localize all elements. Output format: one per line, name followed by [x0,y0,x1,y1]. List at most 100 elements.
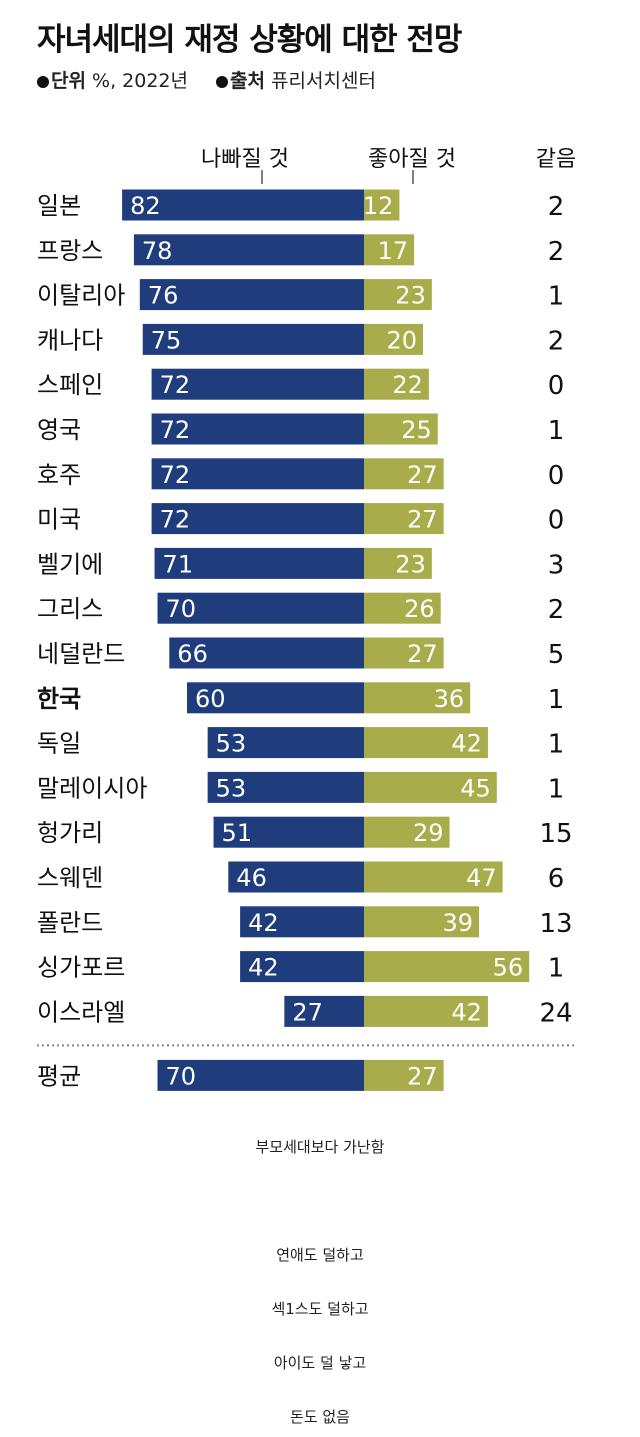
category-label-10: 네덜란드 [37,640,125,668]
category-label-0: 일본 [37,192,81,220]
bar-better-11 [364,682,471,714]
category-label-1: 프랑스 [37,237,103,265]
category-label-8: 벨기에 [37,550,103,578]
value-same-10: 5 [548,640,565,670]
header-better: 좋아질 것 [368,147,456,172]
value-worse-14: 51 [222,819,253,847]
category-label-11: 한국 [37,685,81,713]
value-same-9: 2 [548,595,565,625]
value-better-17: 56 [493,954,524,982]
value-same-0: 2 [548,192,565,222]
category-label-13: 말레이시아 [37,774,147,802]
bar-worse-18 [284,995,364,1027]
value-better-15: 47 [466,864,497,892]
value-better-2: 23 [395,282,426,310]
category-label-12: 독일 [37,730,81,758]
bar-better-4 [364,368,429,400]
unit-info: 단위 %, 2022년 [37,70,194,92]
category-label-16: 폴란드 [37,909,103,937]
bar-worse-3 [142,323,364,355]
bar-worse-17 [240,951,364,983]
value-same-5: 1 [548,416,565,446]
value-worse-average: 70 [166,1062,197,1090]
bar-worse-9 [157,592,364,624]
bar-worse-16 [240,906,364,938]
value-worse-10: 66 [177,640,208,668]
source-info: 출처 퓨리서치센터 [216,70,376,92]
unit-label: 단위 [51,70,86,92]
bar-better-12 [364,727,488,759]
bar-better-1 [364,234,415,266]
footer-line-4: 아이도 덜 낳고 [273,1354,367,1372]
value-better-14: 29 [413,819,444,847]
category-label-2: 이탈리아 [37,282,125,310]
bar-worse-4 [151,368,364,400]
category-label-7: 미국 [37,506,81,534]
value-same-1: 2 [548,237,565,267]
value-same-3: 2 [548,326,565,356]
category-label-3: 캐나다 [37,326,103,354]
bar-worse-10 [169,637,364,669]
value-worse-17: 42 [248,954,279,982]
value-better-average: 27 [407,1062,438,1090]
value-same-13: 1 [548,774,565,804]
chart-title: 자녀세대의 재정 상황에 대한 전망 [37,22,462,58]
value-same-16: 13 [539,909,572,939]
value-worse-3: 75 [151,326,182,354]
value-better-16: 39 [443,909,474,937]
value-same-18: 24 [539,998,572,1028]
value-worse-7: 72 [160,506,191,534]
category-label-17: 싱가포르 [37,954,125,982]
value-same-17: 1 [548,954,565,984]
category-label-5: 영국 [37,416,81,444]
value-better-7: 27 [407,506,438,534]
value-same-7: 0 [548,506,565,536]
bar-worse-0 [122,189,364,221]
value-worse-18: 27 [292,998,323,1026]
bar-worse-average [157,1059,364,1091]
bar-better-17 [364,951,530,983]
bar-better-3 [364,323,423,355]
bar-better-16 [364,906,480,938]
unit-value: %, 2022년 [92,70,188,92]
bar-better-10 [364,637,444,669]
value-same-4: 0 [548,371,565,401]
value-better-1: 17 [378,237,409,265]
value-worse-16: 42 [248,909,279,937]
category-label-6: 호주 [37,461,81,489]
category-label-average: 평균 [37,1062,81,1090]
value-better-18: 42 [451,998,482,1026]
footer-line-1: 부모세대보다 가난함 [255,1138,385,1156]
value-better-0: 12 [363,192,394,220]
header-worse: 나빠질 것 [201,147,289,172]
category-label-4: 스페인 [37,371,103,399]
value-better-13: 45 [460,774,491,802]
bar-better-15 [364,861,503,893]
bar-better-5 [364,413,438,445]
category-label-18: 이스라엘 [37,998,125,1026]
value-same-15: 6 [548,864,565,894]
bar-worse-12 [207,727,364,759]
value-worse-5: 72 [160,416,191,444]
bar-better-7 [364,503,444,535]
bar-better-9 [364,592,441,624]
footer-line-2: 연애도 덜하고 [276,1246,364,1264]
bar-better-6 [364,458,444,490]
value-better-3: 20 [386,326,417,354]
bar-worse-6 [151,458,364,490]
chart-meta: 단위 %, 2022년 출처 퓨리서치센터 [37,66,398,93]
bar-worse-2 [139,279,364,311]
value-worse-6: 72 [160,461,191,489]
value-worse-1: 78 [142,237,173,265]
bar-better-0 [364,189,400,221]
footer-line-3: 섹1스도 덜하고 [271,1300,369,1318]
bar-worse-11 [187,682,364,714]
bullet-icon [216,75,229,88]
value-same-12: 1 [548,730,565,760]
bar-better-14 [364,816,450,848]
bar-worse-7 [151,503,364,535]
bullet-icon [37,75,49,88]
value-better-11: 36 [434,685,465,713]
footer-line-5: 돈도 없음 [290,1408,350,1426]
